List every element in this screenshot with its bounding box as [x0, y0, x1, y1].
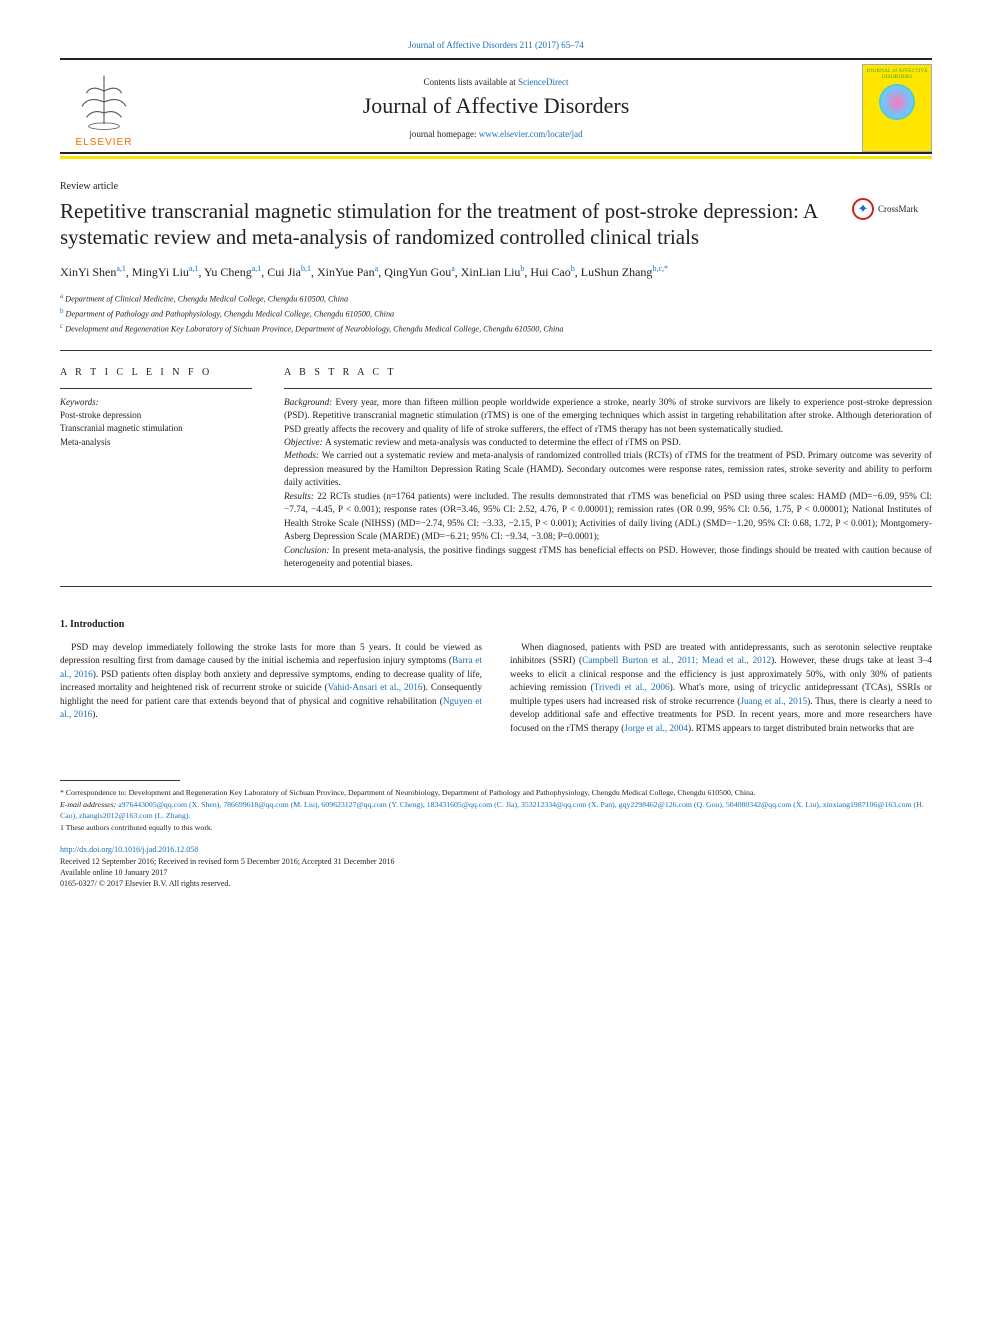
crossmark-icon: ✦: [852, 198, 874, 220]
abs-label-background: Background:: [284, 398, 336, 408]
abs-conclusion: In present meta-analysis, the positive f…: [284, 546, 932, 569]
homepage-prefix: journal homepage:: [409, 129, 478, 139]
header-center: Contents lists available at ScienceDirec…: [148, 77, 844, 139]
yellow-accent-rule: [60, 156, 932, 159]
article-info-heading: A R T I C L E I N F O: [60, 367, 252, 378]
introduction-section: 1. Introduction PSD may develop immediat…: [60, 619, 932, 736]
citation-link[interactable]: Campbell Burton et al., 2011; Mead et al…: [582, 656, 771, 666]
crossmark-badge[interactable]: ✦ CrossMark: [852, 198, 932, 220]
introduction-body: PSD may develop immediately following th…: [60, 642, 932, 736]
citation-link[interactable]: Jorge et al., 2004: [624, 724, 688, 734]
keywords-list: Post-stroke depression Transcranial magn…: [60, 409, 252, 450]
keyword: Transcranial magnetic stimulation: [60, 422, 252, 436]
abs-label-methods: Methods:: [284, 451, 322, 461]
journal-name: Journal of Affective Disorders: [148, 93, 844, 119]
journal-header: ELSEVIER Contents lists available at Sci…: [60, 60, 932, 154]
email-label: E-mail addresses:: [60, 800, 118, 809]
citation-header: Journal of Affective Disorders 211 (2017…: [60, 40, 932, 50]
intro-p2: When diagnosed, patients with PSD are tr…: [510, 642, 932, 736]
abs-objective: A systematic review and meta-analysis wa…: [325, 438, 681, 448]
issn-copyright: 0165-0327/ © 2017 Elsevier B.V. All righ…: [60, 878, 932, 889]
rule: [284, 388, 932, 389]
rule: [60, 586, 932, 587]
article-info-column: A R T I C L E I N F O Keywords: Post-str…: [60, 367, 252, 572]
abs-methods: We carried out a systematic review and m…: [284, 451, 932, 488]
affiliation-c: c Development and Regeneration Key Labor…: [60, 321, 932, 336]
abstract-heading: A B S T R A C T: [284, 367, 932, 378]
keywords-label: Keywords:: [60, 397, 252, 407]
footnote-rule: [60, 780, 180, 781]
abs-label-results: Results:: [284, 492, 317, 502]
journal-homepage: journal homepage: www.elsevier.com/locat…: [148, 129, 844, 139]
keyword: Post-stroke depression: [60, 409, 252, 423]
info-abstract-row: A R T I C L E I N F O Keywords: Post-str…: [60, 367, 932, 572]
contents-prefix: Contents lists available at: [424, 77, 518, 87]
abstract-body: Background: Every year, more than fiftee…: [284, 397, 932, 572]
crossmark-label: CrossMark: [878, 204, 918, 214]
elsevier-wordmark: ELSEVIER: [76, 137, 133, 148]
affiliations: a Department of Clinical Medicine, Cheng…: [60, 291, 932, 336]
homepage-link[interactable]: www.elsevier.com/locate/jad: [479, 129, 583, 139]
rule: [60, 350, 932, 351]
shared-contribution: 1 These authors contributed equally to t…: [60, 822, 932, 834]
citation-link[interactable]: Trivedi et al., 2006: [594, 683, 670, 693]
online-line: Available online 10 January 2017: [60, 867, 932, 878]
received-line: Received 12 September 2016; Received in …: [60, 856, 932, 867]
rule: [60, 388, 252, 389]
abs-background: Every year, more than fifteen million pe…: [284, 398, 932, 435]
emails[interactable]: a976443005@qq.com (X. Shen), 786699618@q…: [60, 800, 924, 821]
introduction-heading: 1. Introduction: [60, 619, 932, 630]
affiliation-b: b Department of Pathology and Pathophysi…: [60, 306, 932, 321]
authors-list: XinYi Shena,1, MingYi Liua,1, Yu Chenga,…: [60, 263, 932, 281]
elsevier-tree-icon: [71, 69, 137, 135]
history-block: Received 12 September 2016; Received in …: [60, 856, 932, 890]
intro-p1: PSD may develop immediately following th…: [60, 642, 482, 723]
emails-line: E-mail addresses: a976443005@qq.com (X. …: [60, 799, 932, 822]
contents-line: Contents lists available at ScienceDirec…: [148, 77, 844, 87]
article-title: Repetitive transcranial magnetic stimula…: [60, 198, 840, 251]
correspondence: * Correspondence to: Development and Reg…: [60, 787, 932, 799]
citation-link[interactable]: Vahid-Ansari et al., 2016: [328, 683, 423, 693]
keyword: Meta-analysis: [60, 436, 252, 450]
cover-title: JOURNAL of AFFECTIVE DISORDERS: [863, 69, 931, 80]
header-right: JOURNAL of AFFECTIVE DISORDERS: [844, 64, 932, 152]
abs-results: 22 RCTs studies (n=1764 patients) were i…: [284, 492, 932, 542]
title-row: Repetitive transcranial magnetic stimula…: [60, 198, 932, 251]
abs-label-conclusion: Conclusion:: [284, 546, 332, 556]
publisher-logo-block: ELSEVIER: [60, 69, 148, 148]
affiliation-a: a Department of Clinical Medicine, Cheng…: [60, 291, 932, 306]
abs-label-objective: Objective:: [284, 438, 325, 448]
citation-link[interactable]: Juang et al., 2015: [740, 697, 807, 707]
cover-brain-icon: [879, 84, 915, 120]
journal-cover-thumb: JOURNAL of AFFECTIVE DISORDERS: [862, 64, 932, 152]
article-type: Review article: [60, 181, 932, 192]
sciencedirect-link[interactable]: ScienceDirect: [518, 77, 568, 87]
doi-link[interactable]: http://dx.doi.org/10.1016/j.jad.2016.12.…: [60, 844, 932, 856]
footer: * Correspondence to: Development and Reg…: [60, 780, 932, 889]
abstract-column: A B S T R A C T Background: Every year, …: [284, 367, 932, 572]
